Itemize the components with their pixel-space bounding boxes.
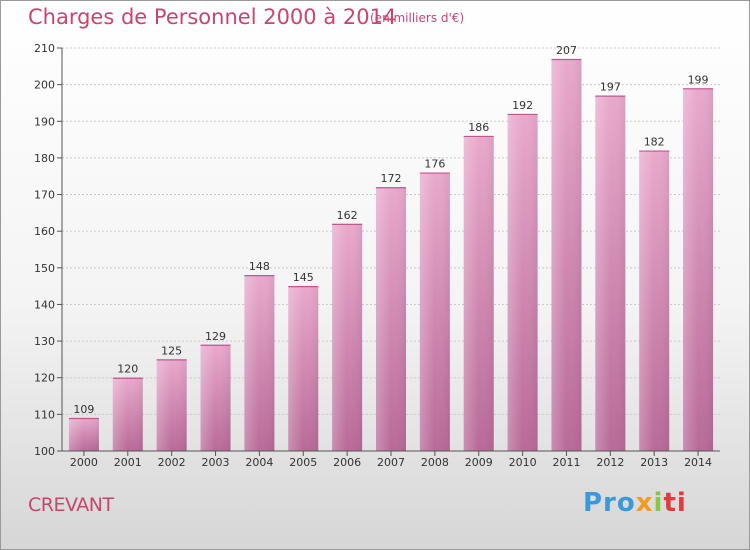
data-label: 199	[688, 73, 709, 86]
data-label: 125	[161, 344, 182, 357]
bar-shade	[463, 135, 494, 451]
logo-part-3: i	[653, 488, 664, 518]
bar-shade	[376, 187, 406, 451]
bar-shade	[419, 172, 450, 451]
x-tick-label: 2013	[640, 456, 668, 469]
x-tick-label: 2000	[70, 456, 98, 469]
bar-shade	[68, 418, 99, 451]
x-tick-label: 2010	[509, 456, 537, 469]
bar-shade	[595, 95, 626, 452]
x-tick-label: 2014	[684, 456, 712, 469]
data-label: 148	[249, 260, 270, 273]
data-label: 109	[73, 403, 94, 416]
data-label: 162	[337, 209, 358, 222]
y-tick-label: 190	[34, 115, 55, 128]
x-tick-label: 2007	[377, 456, 405, 469]
y-tick-label: 120	[34, 372, 55, 385]
bar-shade	[551, 58, 582, 452]
chart-subtitle: (en milliers d'€)	[370, 11, 465, 25]
data-label: 120	[117, 363, 138, 376]
data-label: 207	[556, 44, 577, 57]
data-label: 192	[512, 99, 533, 112]
y-tick-label: 140	[34, 298, 55, 311]
bar-shade	[200, 344, 231, 451]
bar-shade	[244, 275, 275, 451]
y-tick-label: 150	[34, 262, 55, 275]
bar-shade	[332, 223, 363, 451]
y-tick-label: 110	[34, 408, 55, 421]
bar-shade	[683, 88, 714, 452]
y-tick-label: 130	[34, 335, 55, 348]
x-tick-label: 2001	[114, 456, 142, 469]
data-label: 186	[468, 121, 489, 134]
x-tick-label: 2008	[421, 456, 449, 469]
logo-part-2: x	[635, 488, 654, 518]
data-label: 182	[644, 136, 665, 149]
bar-shade	[156, 359, 187, 451]
x-tick-label: 2012	[596, 456, 624, 469]
y-tick-label: 100	[34, 445, 55, 458]
x-tick-label: 2011	[552, 456, 580, 469]
data-label: 172	[381, 172, 402, 185]
logo-part-4: ti	[663, 488, 687, 518]
chart-title: Charges de Personnel 2000 à 2014	[28, 5, 397, 29]
logo-part-1: Pro	[583, 488, 636, 518]
x-tick-label: 2003	[202, 456, 230, 469]
x-tick-label: 2009	[465, 456, 493, 469]
bar-shade	[112, 377, 143, 451]
data-label: 197	[600, 81, 621, 94]
y-tick-label: 180	[34, 152, 55, 165]
bar-shade	[288, 286, 319, 451]
x-tick-label: 2006	[333, 456, 361, 469]
data-label: 129	[205, 330, 226, 343]
data-label: 145	[293, 271, 314, 284]
data-label: 176	[424, 158, 445, 171]
y-tick-label: 210	[34, 42, 55, 55]
y-tick-label: 200	[34, 79, 55, 92]
x-tick-label: 2002	[158, 456, 186, 469]
x-tick-label: 2004	[245, 456, 273, 469]
bar-shade	[507, 113, 538, 451]
place-name: CREVANT	[28, 494, 114, 516]
proxiti-logo: Proxiti	[583, 488, 687, 518]
x-tick-label: 2005	[289, 456, 317, 469]
y-tick-label: 170	[34, 189, 55, 202]
y-tick-label: 160	[34, 225, 55, 238]
bar-shade	[639, 150, 670, 451]
